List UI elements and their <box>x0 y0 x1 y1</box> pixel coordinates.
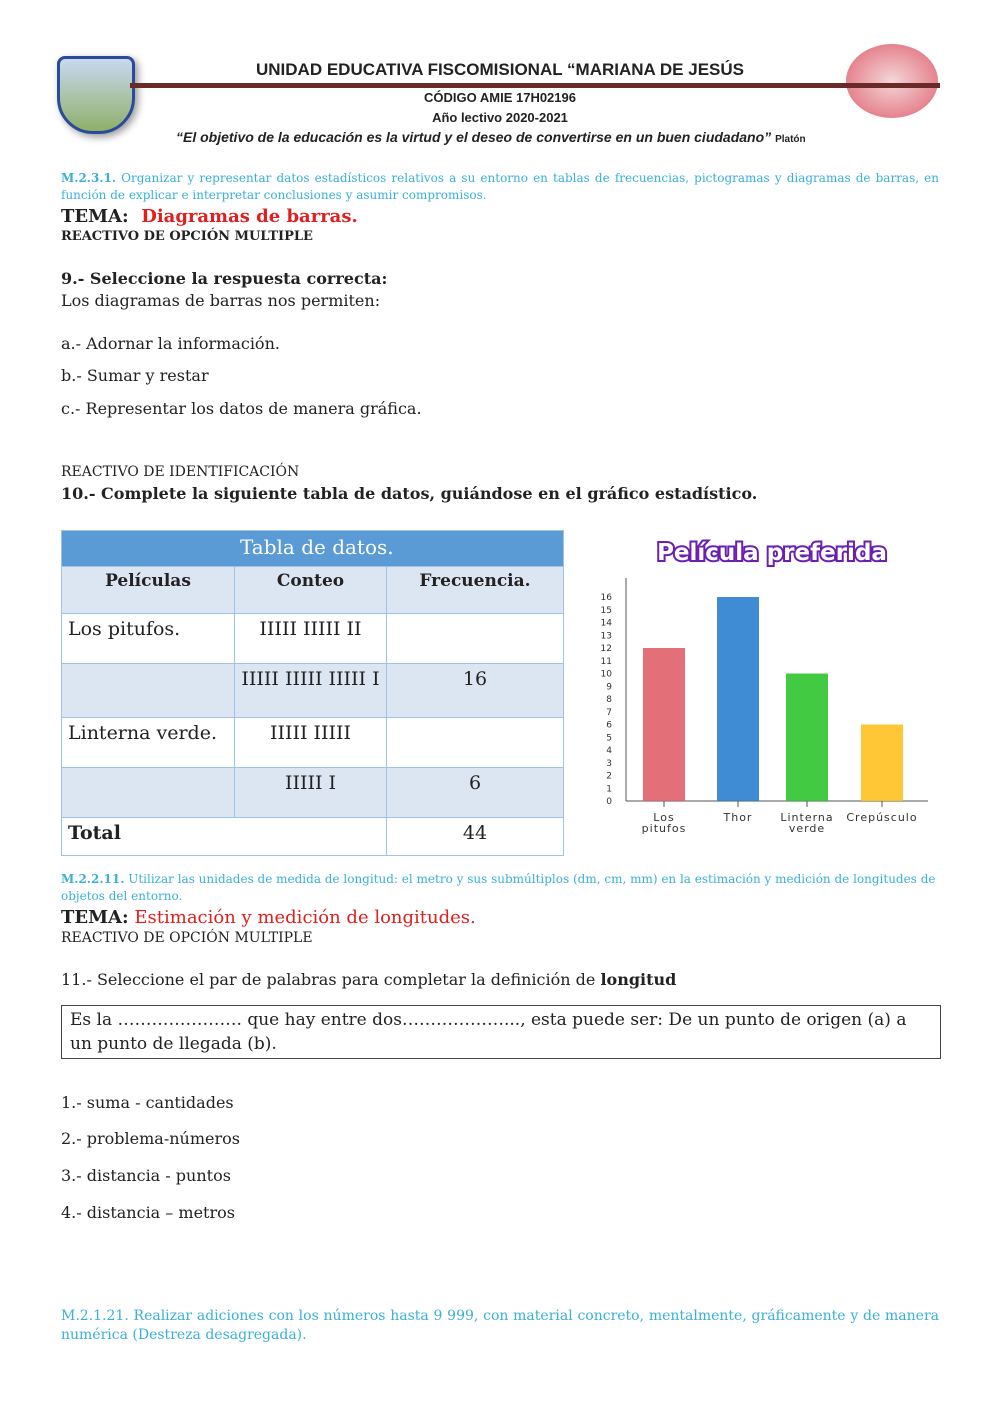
tema-2: TEMA: Estimación y medición de longitude… <box>61 907 476 928</box>
table-row: IIIII IIIII IIIII I 16 <box>61 663 564 718</box>
x-tick-label: Los pitufos <box>642 811 687 835</box>
question-11: 11.- Seleccione el par de palabras para … <box>61 970 676 989</box>
header-conteo: Conteo <box>234 566 387 614</box>
school-logo <box>57 56 135 134</box>
table-row: Linterna verde. IIIII IIIII <box>61 717 564 768</box>
cell-movie[interactable]: Linterna verde. <box>61 717 235 768</box>
y-tick-label: 2 <box>606 772 612 782</box>
skill-text: Organizar y representar datos estadístic… <box>61 171 939 202</box>
reactivo-label: REACTIVO DE OPCIÓN MULTIPLE <box>61 930 313 946</box>
bar-2 <box>717 597 759 801</box>
motto-author: Platón <box>775 134 806 145</box>
header-rule <box>130 83 940 88</box>
x-tick-label: Crepúsculo <box>846 811 917 824</box>
y-tick-label: 4 <box>606 746 612 756</box>
y-tick-label: 5 <box>606 733 612 743</box>
y-tick-label: 6 <box>606 721 612 731</box>
question-9-prompt: Los diagramas de barras nos permiten: <box>61 291 381 310</box>
cell-frequency[interactable]: 16 <box>386 663 564 718</box>
table-title: Tabla de datos. <box>61 530 564 567</box>
total-value: 44 <box>386 817 564 856</box>
cell-tally: IIIII IIIII IIIII I <box>234 663 387 718</box>
y-tick-label: 13 <box>601 631 612 641</box>
question-keyword: longitud <box>600 970 677 989</box>
bar-1 <box>643 648 685 801</box>
tema-label: TEMA: <box>61 907 129 928</box>
table-row: Los pitufos. IIIII IIIII II <box>61 613 564 664</box>
y-tick-label: 9 <box>606 682 612 692</box>
y-tick-label: 15 <box>601 606 612 616</box>
x-tick-label: Linterna verde <box>780 811 833 835</box>
question-text: 11.- Seleccione el par de palabras para … <box>61 970 601 989</box>
cell-frequency[interactable]: 6 <box>386 767 564 818</box>
total-row: Total 44 <box>61 817 564 856</box>
school-name: UNIDAD EDUCATIVA FISCOMISIONAL “MARIANA … <box>256 60 744 79</box>
skill-text: Utilizar las unidades de medida de longi… <box>61 872 936 903</box>
bar-chart: Película preferida0123456789101112131415… <box>601 538 928 835</box>
tema-1: TEMA: Diagramas de barras. <box>61 206 358 227</box>
amie-code: CÓDIGO AMIE 17H02196 <box>424 90 576 105</box>
option-a[interactable]: a.- Adornar la información. <box>61 334 280 353</box>
chart-title: Película preferida <box>657 540 887 566</box>
option-1[interactable]: 1.- suma - cantidades <box>61 1093 234 1112</box>
header-peliculas: Películas <box>61 566 235 614</box>
cell-movie[interactable] <box>61 663 235 718</box>
cell-frequency[interactable] <box>386 613 564 664</box>
school-year: Año lectivo 2020-2021 <box>432 110 568 125</box>
cell-tally: IIIII IIIII <box>234 717 387 768</box>
tema-title: Diagramas de barras. <box>141 206 358 227</box>
skill-3: M.2.1.21. Realizar adiciones con los núm… <box>61 1308 939 1343</box>
question-9: 9.- Seleccione la respuesta correcta: <box>61 269 388 288</box>
bar-4 <box>861 724 903 801</box>
skill-code: M.2.2.11. <box>61 872 125 886</box>
total-label: Total <box>61 817 387 856</box>
motto-text: “El objetivo de la educación es la virtu… <box>176 129 772 145</box>
definition-box: Es la …………………. que hay entre dos………………..… <box>61 1005 941 1059</box>
skill-code: M.2.3.1. <box>61 171 117 185</box>
y-tick-label: 8 <box>606 695 612 705</box>
institution-logo <box>846 44 938 118</box>
y-tick-label: 0 <box>606 797 612 807</box>
cell-tally: IIIII I <box>234 767 387 818</box>
y-tick-label: 7 <box>606 708 612 718</box>
option-b[interactable]: b.- Sumar y restar <box>61 366 209 385</box>
header-frecuencia: Frecuencia. <box>386 566 564 614</box>
y-tick-label: 1 <box>606 784 612 794</box>
option-2[interactable]: 2.- problema-números <box>61 1129 240 1148</box>
x-tick-label: Thor <box>723 811 753 824</box>
cell-tally: IIIII IIIII II <box>234 613 387 664</box>
option-4[interactable]: 4.- distancia – metros <box>61 1203 235 1222</box>
cell-movie[interactable]: Los pitufos. <box>61 613 235 664</box>
y-tick-label: 10 <box>601 670 613 680</box>
option-c[interactable]: c.- Representar los datos de manera gráf… <box>61 399 422 418</box>
cell-movie[interactable] <box>61 767 235 818</box>
motto: “El objetivo de la educación es la virtu… <box>176 129 806 145</box>
y-tick-label: 12 <box>601 644 612 654</box>
option-3[interactable]: 3.- distancia - puntos <box>61 1166 231 1185</box>
bar-3 <box>786 673 828 801</box>
y-tick-label: 16 <box>601 593 613 603</box>
y-tick-label: 14 <box>601 619 613 629</box>
tema-title: Estimación y medición de longitudes. <box>134 907 476 928</box>
cell-frequency[interactable] <box>386 717 564 768</box>
tema-label: TEMA: <box>61 206 129 227</box>
reactivo-identificacion: REACTIVO DE IDENTIFICACIÓN <box>61 464 300 480</box>
data-table: Tabla de datos. Películas Conteo Frecuenci… <box>61 530 564 856</box>
reactivo-label: REACTIVO DE OPCIÓN MULTIPLE <box>61 229 313 244</box>
y-tick-label: 3 <box>606 759 612 769</box>
y-tick-label: 11 <box>601 657 612 667</box>
question-10: 10.- Complete la siguiente tabla de dato… <box>61 484 758 503</box>
skill-2: M.2.2.11. Utilizar las unidades de medid… <box>61 871 939 905</box>
skill-1: M.2.3.1. Organizar y representar datos e… <box>61 170 939 204</box>
